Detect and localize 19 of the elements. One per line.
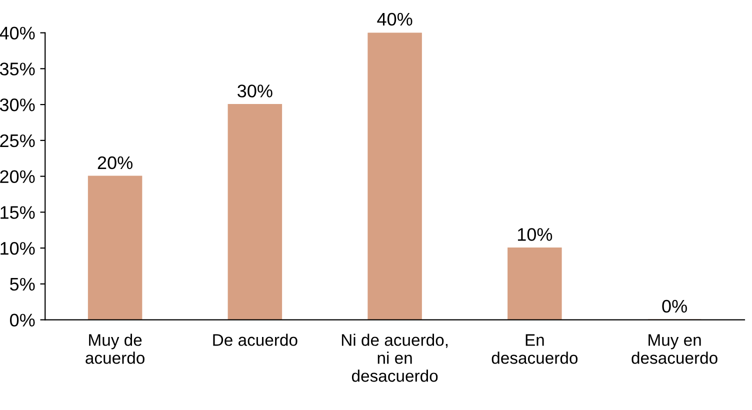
y-tick-label: 0% [10,314,35,327]
data-label: 0% [662,300,687,313]
x-tick-label: Muy en desacuerdo [632,334,718,364]
y-tick-label: 20% [0,170,35,184]
y-tick-label: 5% [10,278,35,291]
x-tick-label: Ni de acuerdo, ni en desacuerdo [342,334,448,382]
y-tick-label: 15% [0,206,35,219]
data-label: 40% [377,12,412,26]
y-tick-label: 35% [0,62,35,76]
data-label: 20% [98,156,132,170]
x-tick-label: De acuerdo [213,334,298,346]
x-tick-label: Muy de acuerdo [86,334,144,364]
y-tick-label: 25% [0,134,35,148]
y-tick-label: 30% [0,98,35,112]
y-tick-label: 10% [0,242,35,255]
data-label: 30% [238,84,272,98]
data-label: 10% [518,228,552,241]
x-tick-label: En desacuerdo [492,334,578,364]
y-tick-label: 40% [0,26,35,40]
